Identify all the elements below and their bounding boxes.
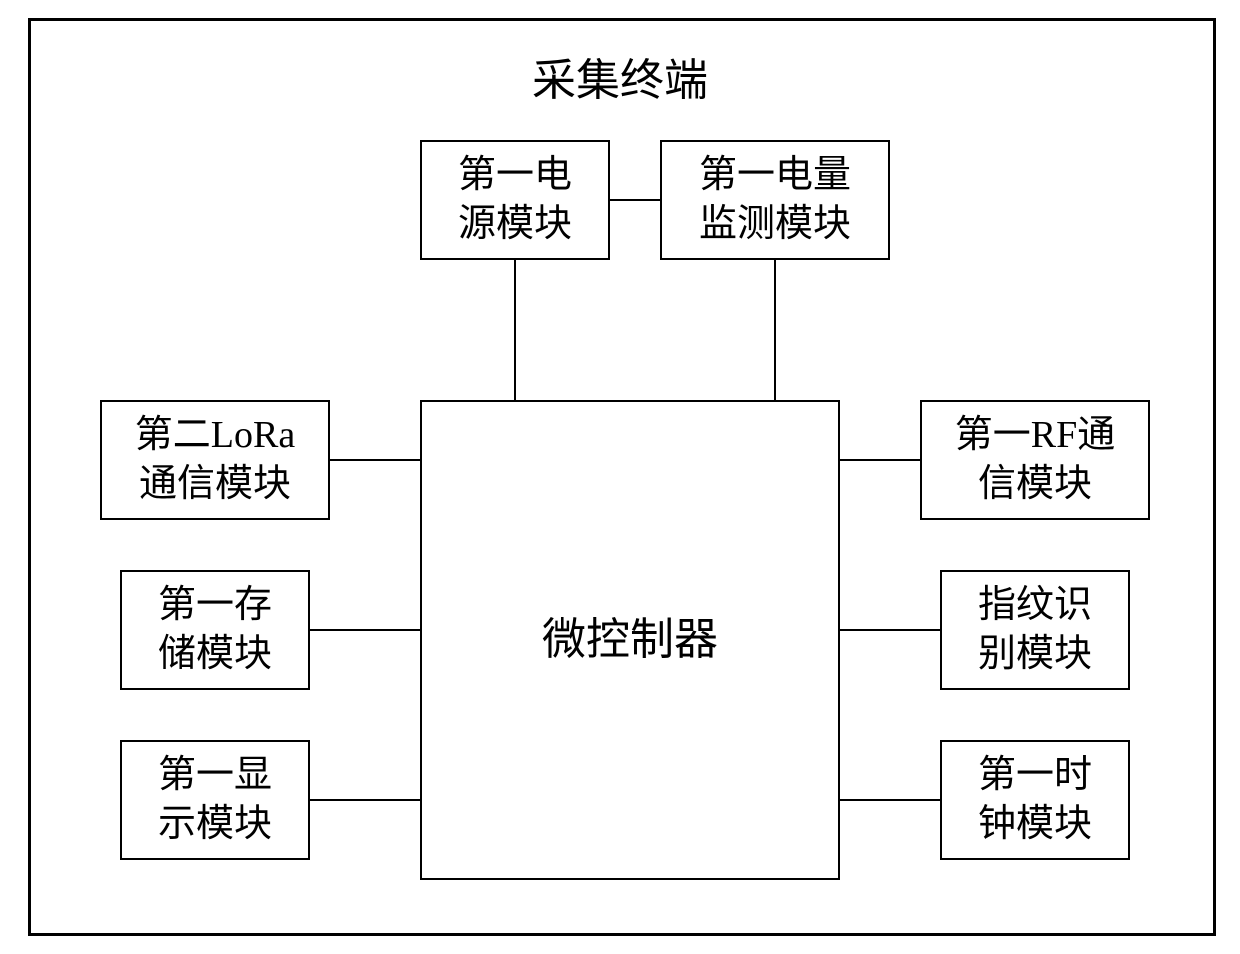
module-rf: 第一RF通信模块 <box>920 400 1150 520</box>
module-label-line: 钟模块 <box>978 803 1092 845</box>
module-battery: 第一电量监测模块 <box>660 140 890 260</box>
module-label-line: 通信模块 <box>139 463 291 505</box>
module-label-line: 第一显 <box>158 754 272 796</box>
connector <box>514 260 516 400</box>
connector <box>330 459 420 461</box>
module-label-line: 监测模块 <box>699 203 851 245</box>
center-microcontroller: 微控制器 <box>420 400 840 880</box>
connector <box>774 260 776 400</box>
module-power: 第一电源模块 <box>420 140 610 260</box>
module-label-line: 储模块 <box>158 633 272 675</box>
diagram-title: 采集终端 <box>0 44 1240 108</box>
module-label-line: 指纹识 <box>978 584 1092 626</box>
module-label-line: 第一电 <box>458 154 572 196</box>
module-label-line: 第一电量 <box>699 154 851 196</box>
module-label-line: 示模块 <box>158 803 272 845</box>
module-clock: 第一时钟模块 <box>940 740 1130 860</box>
connector <box>310 799 420 801</box>
module-storage: 第一存储模块 <box>120 570 310 690</box>
connector <box>610 199 660 201</box>
connector <box>310 629 420 631</box>
module-label-line: 第一RF通 <box>955 414 1115 456</box>
module-label-line: 别模块 <box>978 633 1092 675</box>
module-display: 第一显示模块 <box>120 740 310 860</box>
module-label-line: 第一存 <box>158 584 272 626</box>
connector <box>840 799 940 801</box>
module-label-line: 第一时 <box>978 754 1092 796</box>
module-label-line: 信模块 <box>978 463 1092 505</box>
diagram-canvas: 采集终端 微控制器 第一电源模块第一电量监测模块 第二LoRa通信模块第一存储模… <box>0 0 1240 954</box>
module-label-line: 源模块 <box>458 203 572 245</box>
connector <box>840 629 940 631</box>
connector <box>840 459 920 461</box>
module-finger: 指纹识别模块 <box>940 570 1130 690</box>
module-lora: 第二LoRa 通信模块 <box>100 400 330 520</box>
module-label-line: 第二LoRa <box>135 414 295 456</box>
